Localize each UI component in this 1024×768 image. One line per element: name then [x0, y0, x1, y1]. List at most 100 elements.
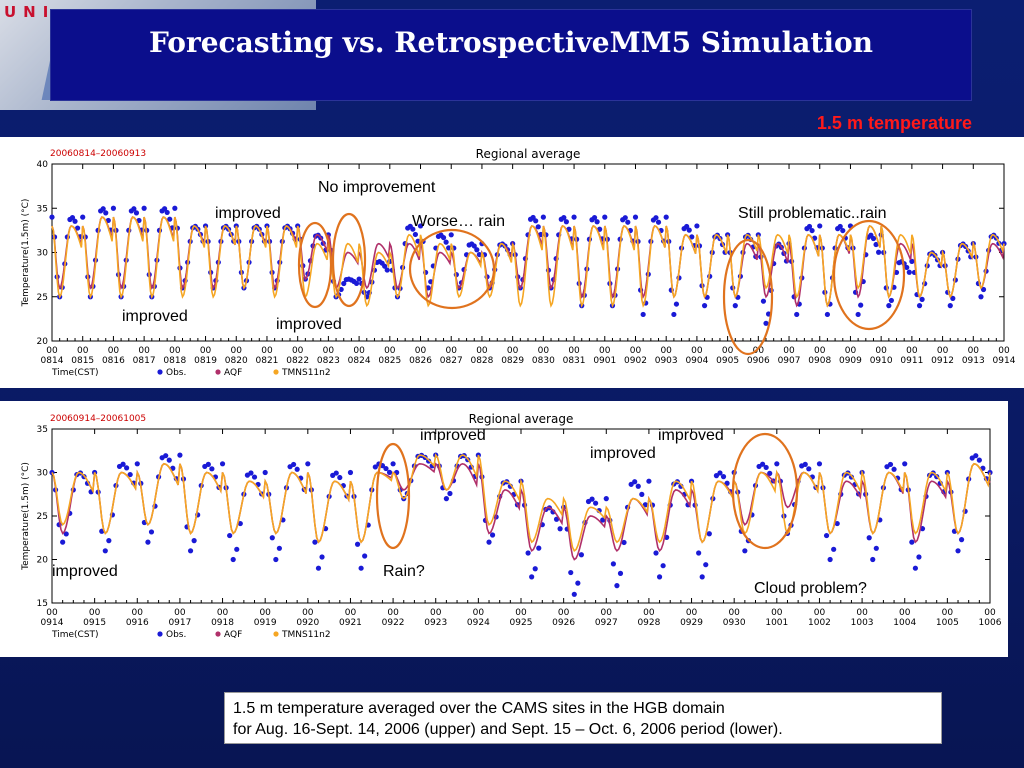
- obs-point: [234, 546, 240, 552]
- x-tick-hour: 00: [445, 346, 457, 356]
- x-tick-label: 0822: [286, 356, 309, 366]
- obs-point: [443, 239, 449, 245]
- x-tick-hour: 00: [515, 608, 527, 618]
- obs-point: [640, 311, 646, 318]
- x-tick-label: 0922: [382, 618, 405, 628]
- obs-point: [802, 461, 808, 467]
- annotation-rain: Rain?: [383, 563, 425, 580]
- x-tick-label: 0918: [211, 618, 234, 628]
- caption-line: for Aug. 16-Sept. 14, 2006 (upper) and S…: [233, 721, 783, 738]
- x-tick-hour: 00: [753, 346, 765, 356]
- x-tick-label: 0818: [163, 356, 186, 366]
- obs-point: [653, 550, 659, 556]
- obs-point: [209, 466, 215, 472]
- obs-point: [891, 466, 897, 472]
- obs-point: [632, 214, 639, 220]
- x-tick-label: 0820: [225, 356, 248, 366]
- obs-point: [870, 556, 876, 563]
- x-tick-label: 1004: [893, 618, 916, 628]
- obs-point: [663, 214, 669, 220]
- obs-point: [794, 311, 800, 318]
- obs-point: [227, 532, 233, 539]
- legend-marker: [157, 631, 163, 637]
- obs-point: [536, 545, 542, 551]
- obs-point: [912, 565, 918, 571]
- obs-point: [356, 276, 362, 282]
- x-tick-hour: 00: [46, 608, 58, 618]
- obs-point: [362, 553, 368, 559]
- tmns-line: [51, 216, 1005, 308]
- obs-point: [976, 457, 982, 463]
- obs-point: [732, 303, 738, 309]
- x-tick-hour: 00: [507, 346, 519, 356]
- obs-point: [80, 214, 86, 220]
- obs-point: [390, 461, 396, 467]
- obs-point: [74, 225, 81, 231]
- obs-point: [353, 280, 360, 287]
- obs-point: [660, 563, 666, 569]
- obs-point: [888, 297, 894, 304]
- title-bar: Forecasting vs. RetrospectiveMM5 Simulat…: [50, 9, 972, 101]
- obs-point: [49, 214, 55, 220]
- obs-point: [806, 466, 812, 472]
- x-tick-hour: 00: [660, 346, 672, 356]
- x-tick-hour: 00: [942, 608, 954, 618]
- obs-point: [873, 241, 879, 248]
- x-tick-hour: 00: [384, 346, 396, 356]
- obs-point: [887, 461, 894, 468]
- x-tick-label: 0905: [716, 356, 739, 366]
- obs-point: [163, 453, 169, 459]
- annotation-improved: improved: [122, 308, 188, 325]
- y-tick-label: 30: [37, 249, 49, 259]
- x-tick-hour: 00: [46, 346, 58, 356]
- obs-point: [237, 520, 243, 527]
- x-tick-label: 0927: [595, 618, 618, 628]
- obs-point: [60, 539, 66, 545]
- lower-chart-svg: 20060914–20061005 Regional average 15 20 25 3…: [21, 412, 1002, 640]
- annotation-improved: improved: [658, 427, 724, 444]
- x-tick-hour: 00: [875, 346, 887, 356]
- x-tick-label: 0901: [593, 356, 616, 366]
- obs-point: [476, 251, 482, 258]
- obs-point: [164, 209, 170, 216]
- obs-point: [763, 464, 769, 471]
- x-tick-hour: 00: [138, 346, 150, 356]
- obs-point: [191, 538, 197, 544]
- obs-point: [720, 474, 727, 480]
- annotation-improved: improved: [590, 445, 656, 462]
- x-tick-hour: 00: [89, 608, 101, 618]
- x-tick-hour: 00: [856, 608, 868, 618]
- obs-point: [251, 474, 258, 480]
- obs-point: [858, 302, 864, 308]
- x-tick-hour: 00: [261, 346, 273, 356]
- obs-point: [717, 470, 723, 476]
- y-tick-label: 20: [37, 337, 49, 347]
- obs-point: [205, 461, 211, 467]
- x-tick-label: 0826: [409, 356, 432, 366]
- x-tick-hour: 00: [845, 346, 857, 356]
- obs-point: [529, 574, 535, 580]
- obs-point: [230, 556, 236, 563]
- legend-marker: [215, 369, 221, 375]
- obs-point: [167, 216, 173, 222]
- x-tick-label: 0829: [501, 356, 524, 366]
- x-tick-label: 0907: [778, 356, 801, 366]
- obs-point: [134, 461, 140, 467]
- obs-point: [417, 223, 424, 229]
- annotation-improved: improved: [276, 316, 342, 333]
- obs-point: [187, 548, 194, 554]
- highlight-circle: [375, 442, 411, 550]
- obs-point: [834, 520, 840, 527]
- obs-point: [646, 478, 652, 484]
- tmns-line: [51, 453, 991, 552]
- annotation-worse-rain: Worse… rain: [412, 213, 506, 230]
- highlight-circle: [297, 221, 333, 309]
- obs-point: [742, 548, 748, 554]
- lower-chart-panel: 20060914–20061005 Regional average 15 20 25 3…: [0, 401, 1008, 657]
- obs-point: [540, 214, 546, 220]
- obs-point: [809, 227, 815, 234]
- x-tick-hour: 00: [691, 346, 703, 356]
- obs-point: [699, 574, 705, 580]
- obs-point: [141, 205, 147, 211]
- x-tick-label: 0825: [378, 356, 401, 366]
